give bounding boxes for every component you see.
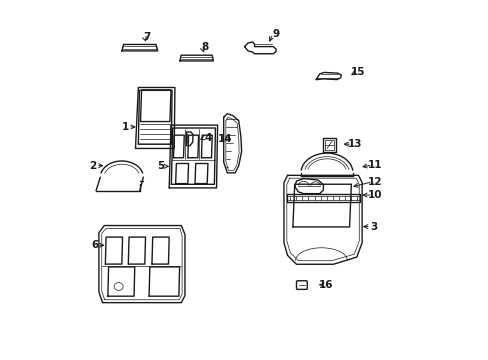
Text: 10: 10	[367, 190, 382, 200]
Text: 16: 16	[318, 280, 333, 290]
Text: 2: 2	[89, 161, 97, 171]
Text: 13: 13	[347, 139, 362, 149]
Text: 1: 1	[122, 122, 129, 132]
Text: 3: 3	[369, 222, 376, 231]
Text: 14: 14	[217, 134, 232, 144]
Text: 7: 7	[143, 32, 150, 41]
Text: 15: 15	[350, 67, 365, 77]
Text: 4: 4	[204, 133, 211, 143]
Text: 9: 9	[272, 29, 279, 39]
Text: 6: 6	[91, 240, 98, 250]
Text: 12: 12	[367, 177, 382, 187]
Text: 8: 8	[201, 42, 208, 52]
Text: 5: 5	[157, 161, 164, 171]
Text: 11: 11	[367, 160, 382, 170]
